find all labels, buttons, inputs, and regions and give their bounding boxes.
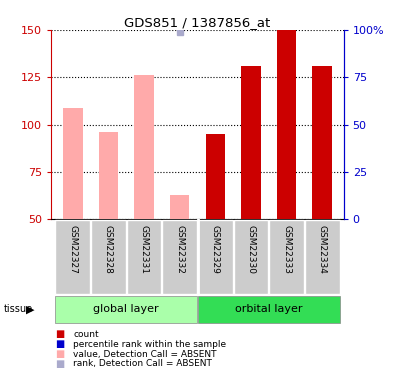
Text: orbital layer: orbital layer — [235, 304, 303, 314]
Bar — [126, 220, 162, 294]
Bar — [55, 296, 197, 323]
Bar — [91, 220, 126, 294]
Text: ■: ■ — [55, 339, 64, 349]
Text: GSM22331: GSM22331 — [139, 225, 149, 274]
Text: GSM22330: GSM22330 — [246, 225, 256, 274]
Bar — [55, 220, 90, 294]
Text: ▶: ▶ — [26, 304, 34, 314]
Bar — [99, 132, 118, 219]
Text: rank, Detection Call = ABSENT: rank, Detection Call = ABSENT — [73, 359, 212, 368]
Text: ■: ■ — [55, 349, 64, 359]
Bar — [277, 30, 296, 219]
Text: tissue: tissue — [4, 304, 33, 314]
Text: GSM22333: GSM22333 — [282, 225, 291, 274]
Text: count: count — [73, 330, 99, 339]
Text: ■: ■ — [55, 359, 64, 369]
Bar — [162, 220, 197, 294]
Title: GDS851 / 1387856_at: GDS851 / 1387856_at — [124, 16, 271, 29]
Bar — [198, 220, 233, 294]
Text: percentile rank within the sample: percentile rank within the sample — [73, 340, 226, 349]
Bar — [305, 220, 340, 294]
Bar — [63, 108, 83, 219]
Text: GSM22328: GSM22328 — [104, 225, 113, 274]
Bar — [241, 66, 261, 219]
Bar — [134, 75, 154, 219]
Text: value, Detection Call = ABSENT: value, Detection Call = ABSENT — [73, 350, 216, 358]
Bar — [170, 195, 190, 219]
Bar — [198, 296, 340, 323]
Text: GSM22334: GSM22334 — [318, 225, 327, 274]
Bar — [312, 66, 332, 219]
Bar — [205, 134, 225, 219]
Bar — [233, 220, 269, 294]
Text: global layer: global layer — [93, 304, 159, 314]
Text: ■: ■ — [55, 330, 64, 339]
Text: GSM22332: GSM22332 — [175, 225, 184, 274]
Text: GSM22329: GSM22329 — [211, 225, 220, 274]
Bar — [269, 220, 304, 294]
Text: GSM22327: GSM22327 — [68, 225, 77, 274]
